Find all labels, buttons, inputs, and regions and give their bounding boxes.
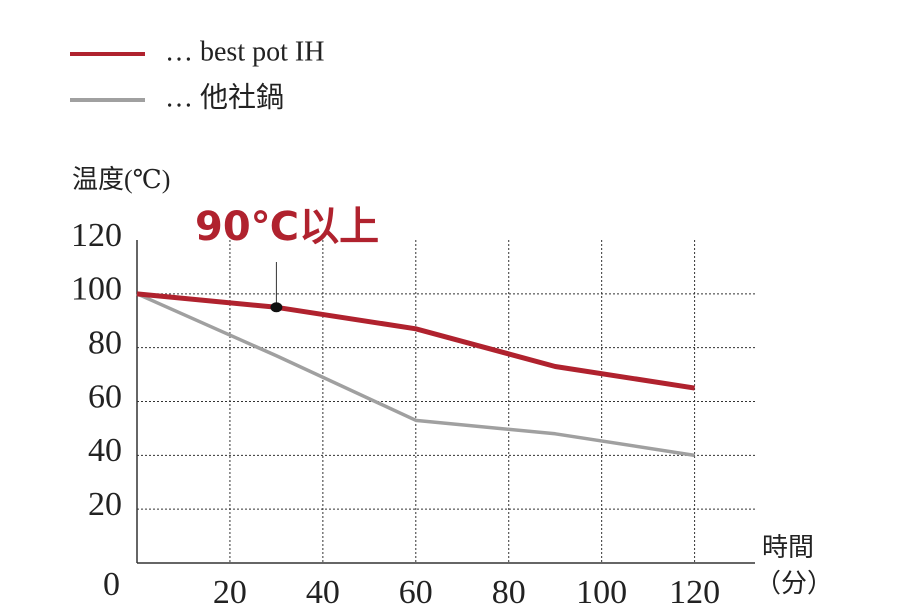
series-line <box>136 291 695 391</box>
x-axis-label: 時間 <box>762 533 814 562</box>
x-tick-label: 120 <box>669 574 720 611</box>
y-tick-label: 0 <box>103 566 120 603</box>
annotation-dot <box>270 302 283 313</box>
annotation-label: 90℃以上 <box>195 204 379 250</box>
x-tick-label: 20 <box>213 574 247 611</box>
x-axis-label: （分） <box>755 569 833 598</box>
y-tick-label: 80 <box>88 324 122 361</box>
x-tick-label: 100 <box>576 574 627 611</box>
legend-label: … best pot IH <box>165 36 324 67</box>
y-tick-label: 40 <box>88 432 122 469</box>
y-tick-label: 20 <box>88 486 122 523</box>
x-tick-label: 80 <box>492 574 526 611</box>
x-tick-label: 60 <box>399 574 433 611</box>
legend-label: … 他社鍋 <box>165 81 284 113</box>
y-tick-label: 60 <box>88 378 122 415</box>
y-axis-label: 温度(℃) <box>72 165 170 194</box>
y-tick-label: 120 <box>71 217 122 254</box>
x-tick-label: 40 <box>306 574 340 611</box>
y-tick-label: 100 <box>71 271 122 308</box>
series-line <box>136 292 695 458</box>
